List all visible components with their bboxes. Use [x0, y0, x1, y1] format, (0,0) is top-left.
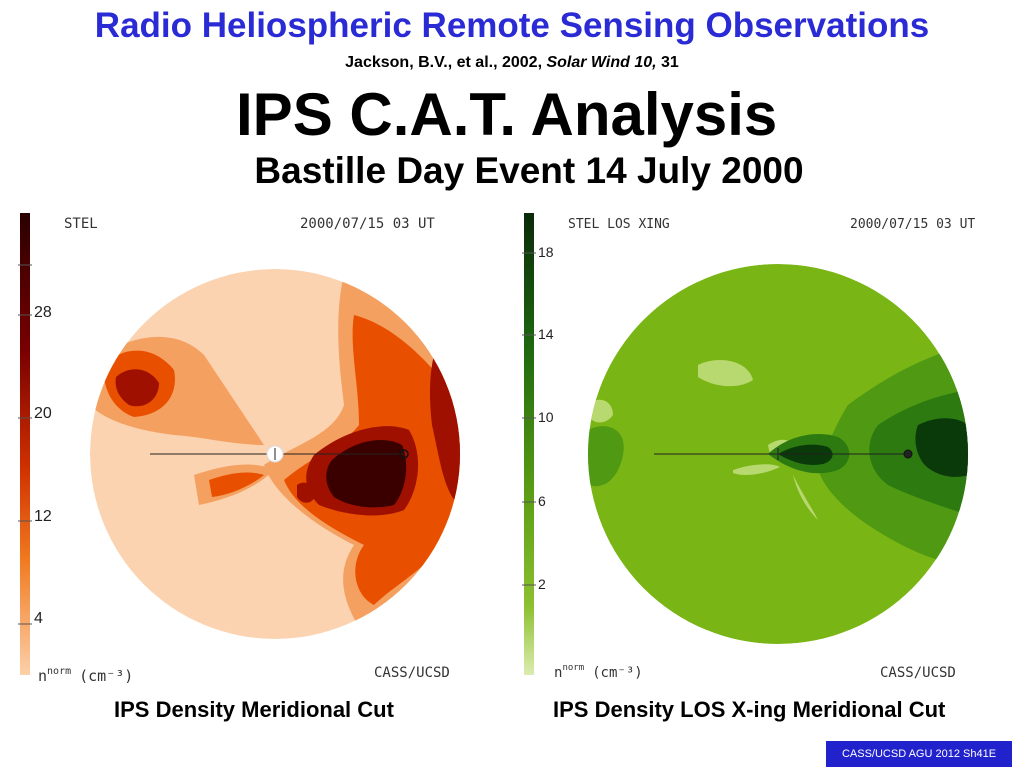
unit-cm: (cm⁻³)	[79, 667, 133, 685]
left-caption: IPS Density Meridional Cut	[114, 697, 394, 722]
panel-timestamp: 2000/07/15 03 UT	[300, 216, 435, 232]
color-scale-bar	[524, 213, 534, 675]
scale-label-20: 20	[34, 405, 52, 422]
citation: Jackson, B.V., et al., 2002, Solar Wind …	[0, 54, 1024, 72]
scale-label-2: 2	[538, 576, 546, 592]
unit-n: n	[554, 665, 562, 681]
footer-badge: CASS/UCSD AGU 2012 Sh41E	[826, 741, 1012, 767]
panel-credit: CASS/UCSD	[374, 665, 450, 681]
scale-label-6: 6	[538, 493, 546, 509]
earth-marker	[399, 449, 409, 459]
panel-label: STEL	[64, 216, 98, 232]
panel-credit: CASS/UCSD	[880, 665, 956, 681]
right-caption: IPS Density LOS X-ing Meridional Cut	[553, 697, 946, 722]
scale-label-12: 12	[34, 508, 52, 525]
unit-sup: norm	[562, 663, 584, 673]
density-los-xing-panel: 18 14 10 6 2 STEL LOS XING 2000/07/15 03…	[522, 213, 975, 681]
unit-n: n	[38, 667, 47, 685]
scale-label-14: 14	[538, 326, 554, 342]
scale-label-4: 4	[34, 610, 43, 627]
scale-label-18: 18	[538, 244, 554, 260]
unit-sup: norm	[47, 666, 71, 677]
unit-cm: (cm⁻³)	[592, 665, 643, 681]
citation-journal: Solar Wind 10,	[546, 54, 657, 71]
color-scale-bar	[20, 213, 30, 675]
citation-page: 31	[661, 54, 679, 71]
panel-label: STEL LOS XING	[568, 217, 670, 232]
unit-label: nnorm (cm⁻³)	[554, 663, 643, 681]
subtitle: Bastille Day Event 14 July 2000	[254, 150, 804, 191]
unit-label: nnorm (cm⁻³)	[38, 666, 133, 685]
header-title: Radio Heliospheric Remote Sensing Observ…	[94, 6, 930, 45]
scale-label-28: 28	[34, 304, 52, 321]
scale-label-10: 10	[538, 409, 554, 425]
density-meridional-cut-panel: 28 20 12 4 STEL 2000/07/15 03 UT nnorm (c…	[18, 213, 460, 685]
panel-timestamp: 2000/07/15 03 UT	[850, 217, 975, 232]
main-title: IPS C.A.T. Analysis	[236, 81, 778, 148]
citation-authors: Jackson, B.V., et al., 2002,	[345, 54, 543, 71]
earth-marker	[903, 449, 913, 459]
